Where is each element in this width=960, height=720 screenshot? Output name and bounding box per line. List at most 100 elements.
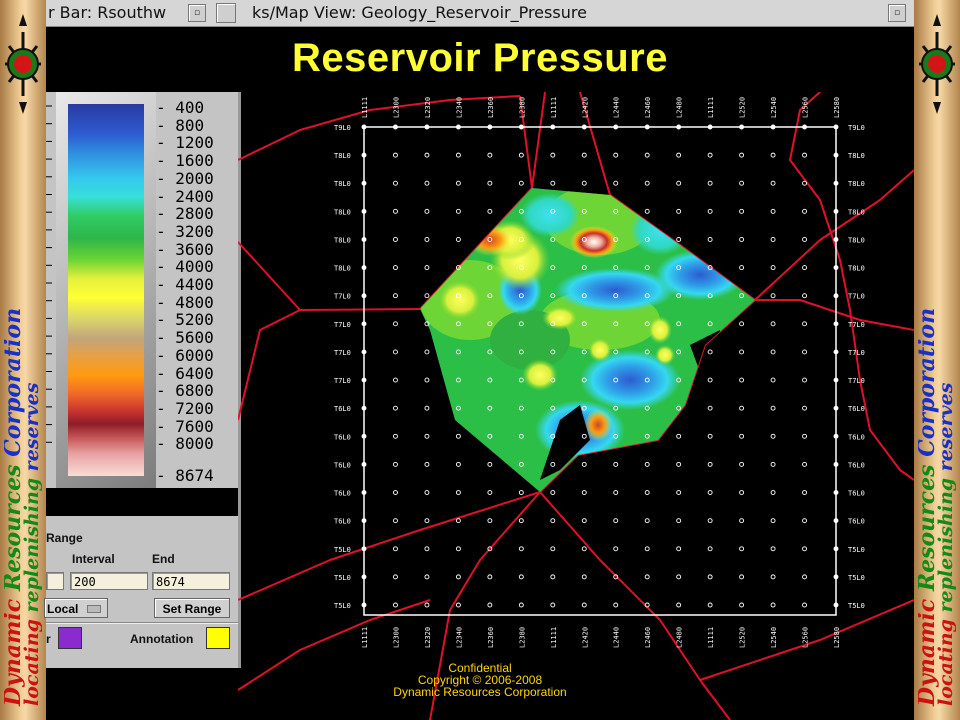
- axis-tick-label: L2440: [613, 97, 621, 118]
- colorbar-label: - 3600: [156, 239, 214, 259]
- grid-point: [833, 180, 839, 186]
- svg-text:locating replenishing: locating replenishing reserves: [935, 382, 956, 706]
- end-field[interactable]: 8674: [152, 572, 230, 590]
- colorbar-label: - 6000: [156, 345, 214, 365]
- axis-tick-label: T7L0: [334, 293, 351, 301]
- grid-point: [613, 405, 619, 411]
- dropdown-indicator-icon: [87, 605, 101, 613]
- grid-point: [455, 377, 461, 383]
- brand-word-corporation: Corporation: [4, 308, 26, 457]
- grid-point: [707, 152, 713, 158]
- grid-point: [581, 208, 587, 214]
- grid-point: [581, 490, 587, 495]
- grid-point: [393, 405, 398, 411]
- range-mode-dropdown[interactable]: Local: [44, 598, 108, 618]
- grid-point: [487, 208, 493, 214]
- tagline-word-replenishing: replenishing: [21, 478, 42, 613]
- grid-point: [739, 124, 745, 130]
- grid-point: [802, 152, 807, 158]
- grid-point: [393, 124, 398, 130]
- set-range-button[interactable]: Set Range: [154, 598, 230, 618]
- window-title-bar[interactable]: r Bar: Rsouthw ▫ ks/Map View: Geology_Re…: [46, 0, 914, 27]
- grid-point: [676, 321, 682, 327]
- grid-point: [770, 518, 776, 524]
- grid-point: [581, 405, 587, 411]
- grid-point: [518, 405, 524, 411]
- grid-point: [487, 237, 493, 242]
- grid-point: [518, 293, 524, 299]
- grid-point: [361, 574, 367, 580]
- grid-point: [613, 574, 619, 580]
- grid-point: [613, 265, 619, 271]
- brand-word-resources: Resources: [4, 464, 26, 592]
- grid-point: [424, 602, 430, 608]
- reservoir-pressure-map[interactable]: L1111 L2300 L2320 L2340 L2360 L2380 L1111 L2420…: [238, 92, 914, 720]
- grid-point: [393, 602, 398, 608]
- colorbar-label: - 2400: [156, 186, 214, 206]
- window-options-button[interactable]: ▫: [888, 4, 906, 22]
- grid-point: [833, 349, 839, 355]
- tagline-word-reserves: reserves: [935, 382, 956, 471]
- grid-point: [518, 152, 524, 158]
- grid-point: [581, 237, 587, 242]
- y-axis-left-labels: T9L0 T8L0 T8L0 T8L0 T8L0 T8L0 T7L0 T7L0 T7L0 T7L0…: [334, 124, 351, 610]
- grid-point: [707, 180, 713, 186]
- colorbar-label: - 7600: [156, 416, 214, 436]
- grid-point: [739, 433, 745, 439]
- grid-point: [833, 433, 839, 439]
- interval-field[interactable]: 200: [70, 572, 148, 590]
- annotation-color-swatch[interactable]: [206, 627, 230, 649]
- grid-point: [833, 490, 839, 495]
- grid-point: [487, 180, 493, 186]
- grid-point: [487, 574, 493, 580]
- grid-point: [393, 349, 398, 355]
- grid-point: [833, 546, 839, 552]
- grid-point: [739, 265, 745, 271]
- window-menu-button[interactable]: ▫: [188, 4, 206, 22]
- grid-point: [707, 433, 713, 439]
- grid-point: [550, 461, 556, 467]
- grid-point: [393, 490, 398, 495]
- grid-point: [550, 433, 556, 439]
- window-minimize-button[interactable]: [216, 3, 236, 23]
- grid-point: [676, 377, 682, 383]
- axis-tick-label: L2380: [518, 627, 526, 648]
- grid-point: [455, 293, 461, 299]
- border-color-swatch[interactable]: [58, 627, 82, 649]
- grid-point: [833, 574, 839, 580]
- colorbar-label: - 2800: [156, 204, 214, 224]
- grid-point: [361, 208, 367, 214]
- colorbar-frame: [56, 92, 156, 488]
- colorbar-window-title[interactable]: r Bar: Rsouthw: [48, 3, 167, 22]
- panel-divider: [46, 488, 238, 516]
- grid-point: [455, 490, 461, 495]
- grid-point: [550, 602, 556, 608]
- axis-tick-label: T8L0: [848, 208, 865, 216]
- grid-point: [518, 518, 524, 524]
- grid-point: [613, 321, 619, 327]
- grid-point: [518, 490, 524, 495]
- grid-point: [770, 490, 776, 495]
- grid-point: [393, 152, 398, 158]
- grid-point: [581, 377, 587, 383]
- map-view-window-title[interactable]: ks/Map View: Geology_Reservoir_Pressure: [252, 3, 587, 22]
- start-field[interactable]: [46, 572, 64, 590]
- grid-point: [361, 349, 367, 355]
- grid-point: [676, 433, 682, 439]
- grid-point: [676, 152, 682, 158]
- grid-point: [487, 349, 493, 355]
- grid-point: [644, 602, 650, 608]
- grid-point: [424, 208, 430, 214]
- axis-tick-label: T6L0: [848, 405, 865, 413]
- grid-point: [424, 124, 430, 130]
- colorbar-label: - 3200: [156, 221, 214, 241]
- axis-tick-label: T5L0: [848, 546, 865, 554]
- grid-point: [770, 377, 776, 383]
- well-grid-points: [361, 124, 839, 608]
- grid-point: [393, 265, 398, 271]
- tagline-word-reserves: reserves: [21, 382, 42, 471]
- brand-word-dynamic: Dynamic: [4, 598, 26, 707]
- grid-point: [707, 602, 713, 608]
- grid-point: [739, 490, 745, 495]
- grid-point: [487, 405, 493, 411]
